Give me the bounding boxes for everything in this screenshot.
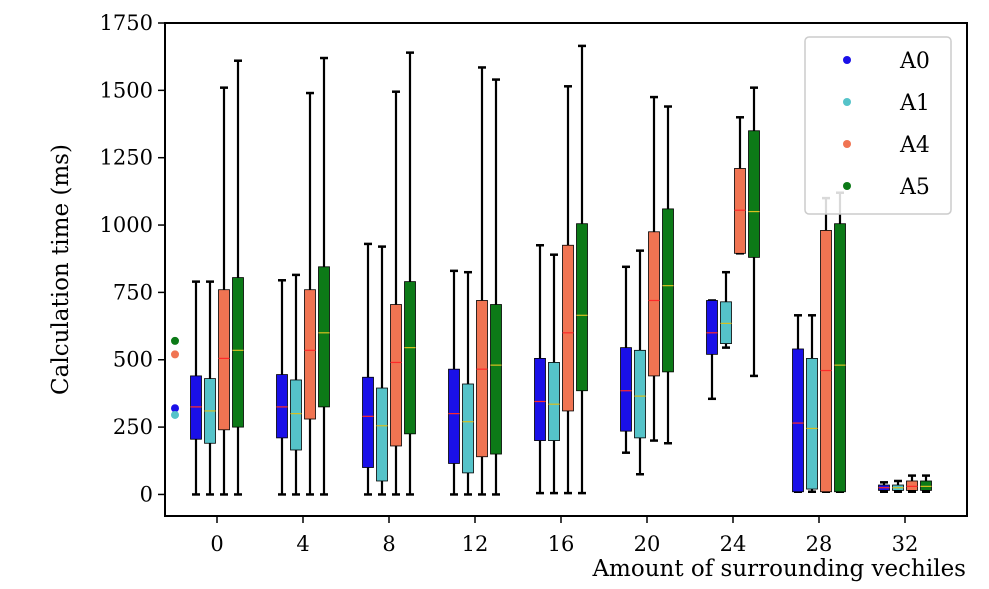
box	[404, 281, 416, 435]
box	[834, 223, 846, 493]
box	[276, 374, 288, 439]
box	[218, 289, 230, 431]
x-tick-label: 0	[210, 532, 223, 556]
x-axis-ticks: 0 4 8 12 16 20 24 28 32	[210, 516, 918, 556]
box	[648, 231, 660, 377]
legend-label: A0	[899, 49, 930, 74]
y-tick-label: 750	[113, 280, 153, 304]
box	[290, 379, 302, 451]
x-axis-label: Amount of surrounding vechiles	[591, 556, 966, 582]
y-tick-label: 1750	[100, 11, 153, 35]
legend-marker	[843, 182, 851, 190]
y-tick-label: 1000	[100, 213, 153, 237]
legend-marker	[843, 140, 851, 148]
box	[920, 480, 932, 491]
y-tick-label: 0	[140, 482, 153, 506]
outlier-point	[171, 336, 179, 345]
legend-label: A1	[899, 91, 930, 116]
box	[720, 301, 732, 344]
outlier-point	[171, 350, 179, 359]
legend-marker	[843, 56, 851, 64]
box	[620, 347, 632, 432]
series-A0	[190, 242, 890, 496]
series-A1	[204, 245, 904, 496]
x-tick-label: 20	[634, 532, 661, 556]
box	[634, 349, 646, 439]
box	[806, 358, 818, 490]
y-axis-label: Calculation time (ms)	[48, 144, 74, 395]
legend: A0 A1 A4 A5	[804, 36, 952, 215]
box	[792, 348, 804, 493]
y-tick-label: 1500	[100, 78, 153, 102]
box	[706, 300, 718, 355]
outlier-point	[171, 404, 179, 413]
series-A4	[218, 66, 918, 496]
x-tick-label: 24	[720, 532, 747, 556]
y-axis-ticks: 0 250 500 750 1000 1250 1500 1750	[100, 11, 165, 506]
x-tick-label: 32	[892, 532, 919, 556]
legend-label: A4	[899, 133, 930, 158]
box	[232, 277, 244, 428]
box	[304, 289, 316, 420]
plot-frame	[164, 22, 968, 517]
series-A5	[232, 44, 932, 496]
box	[390, 304, 402, 447]
x-tick-label: 12	[462, 532, 489, 556]
y-tick-label: 250	[113, 415, 153, 439]
box	[662, 208, 674, 373]
box	[906, 480, 918, 491]
outliers	[171, 336, 179, 419]
box	[362, 376, 374, 468]
box	[576, 223, 588, 392]
box	[534, 358, 546, 441]
x-tick-label: 4	[296, 532, 309, 556]
x-tick-label: 16	[548, 532, 575, 556]
x-tick-label: 8	[382, 532, 395, 556]
legend-box	[804, 36, 952, 215]
y-tick-label: 1250	[100, 146, 153, 170]
box	[548, 362, 560, 441]
legend-label: A5	[899, 175, 930, 200]
box	[476, 300, 488, 458]
legend-marker	[843, 98, 851, 106]
box	[376, 387, 388, 482]
box	[318, 266, 330, 408]
outlier-point	[171, 410, 179, 419]
y-tick-label: 500	[113, 348, 153, 372]
x-tick-label: 28	[806, 532, 833, 556]
box	[562, 244, 574, 412]
box	[820, 230, 832, 493]
plot-area	[171, 44, 932, 496]
box	[490, 304, 502, 455]
box	[462, 383, 474, 474]
box	[734, 168, 746, 254]
box	[448, 368, 460, 464]
box	[748, 130, 760, 258]
box	[190, 375, 202, 440]
